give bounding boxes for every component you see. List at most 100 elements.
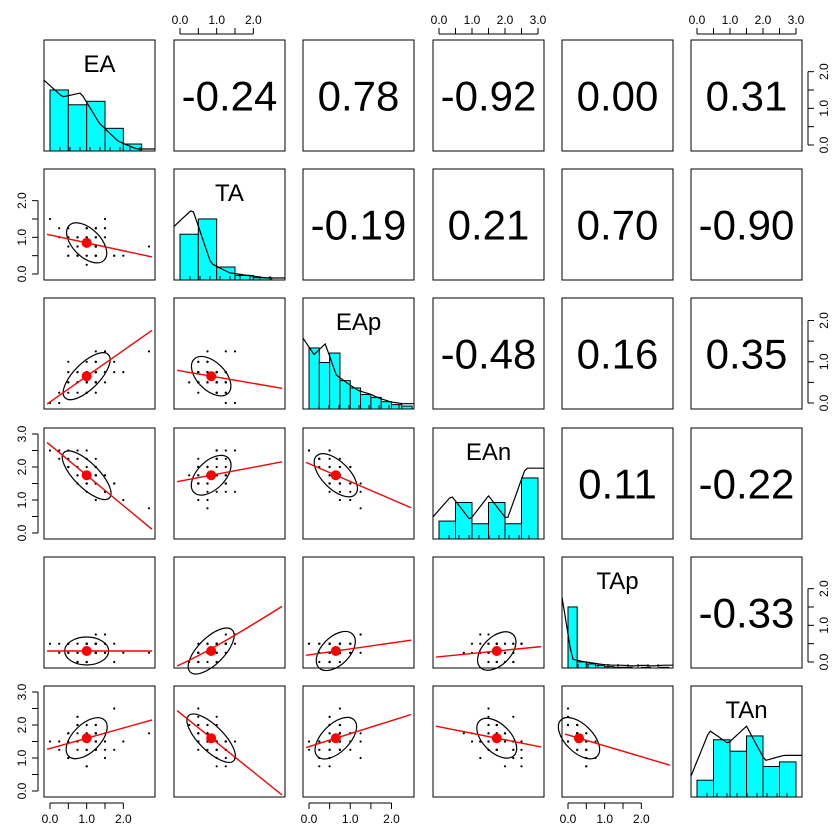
- histogram-bar: [197, 218, 218, 281]
- scatter-point: [103, 381, 107, 384]
- scatter-point: [318, 642, 321, 645]
- scatter-point: [512, 756, 515, 760]
- correlation-ellipse: [187, 627, 235, 675]
- histogram-bar: [370, 396, 382, 410]
- tick-label: 2.0: [115, 812, 132, 826]
- scatter-point: [94, 651, 97, 654]
- histogram-bar: [455, 502, 473, 540]
- scatter-point: [85, 765, 88, 768]
- variable-label-EA: EA: [83, 51, 115, 78]
- scatter-point: [307, 642, 311, 645]
- tick-label: 1.0: [596, 812, 613, 826]
- scatter-point: [215, 449, 218, 452]
- variable-label-EAn: EAn: [466, 439, 511, 466]
- scatter-point: [58, 740, 61, 743]
- scatter-point: [338, 490, 341, 493]
- histogram-bar: [595, 664, 606, 669]
- panel-frame: [690, 168, 803, 281]
- scatter-point: [359, 651, 362, 654]
- scatter-point: [318, 765, 321, 768]
- histogram-bar: [779, 761, 797, 798]
- scatter-point: [487, 633, 490, 636]
- scatter-point: [76, 660, 79, 664]
- scatter-point: [359, 732, 362, 735]
- scatter-point: [224, 765, 227, 768]
- histogram-bar: [696, 779, 714, 798]
- scatter-point: [359, 740, 362, 743]
- variable-label-TA: TA: [215, 180, 244, 207]
- histogram-bar: [762, 765, 780, 798]
- scatter-point: [349, 465, 352, 469]
- mean-point: [81, 371, 92, 382]
- scatter-point: [338, 748, 341, 751]
- scatter-point: [224, 391, 227, 394]
- scatter-point: [94, 457, 97, 460]
- scatter-point: [349, 498, 352, 502]
- scatter-point: [206, 482, 209, 485]
- loess-fit-line: [176, 369, 283, 389]
- histogram-bar: [86, 100, 106, 152]
- scatter-point: [58, 457, 61, 460]
- scatter-point: [94, 740, 97, 743]
- scatter-point: [94, 474, 97, 477]
- panel-frame: [173, 39, 286, 152]
- scatter-point: [566, 707, 570, 710]
- histogram-bar: [104, 127, 124, 152]
- tick-label: 3.0: [530, 13, 547, 27]
- variable-label-TAp: TAp: [596, 568, 638, 595]
- panel-frame: [173, 556, 286, 669]
- loess-fit-line: [564, 733, 671, 766]
- histogram-bar: [339, 380, 351, 410]
- tick-label: 2.0: [817, 312, 831, 329]
- scatter-point: [495, 748, 498, 751]
- loess-fit-line: [46, 233, 153, 258]
- scatter-point: [206, 748, 209, 751]
- scatter-point: [94, 371, 97, 374]
- scatter-point: [76, 371, 79, 374]
- scatter-point: [359, 490, 362, 493]
- scatter-point: [349, 642, 352, 645]
- loess-fit-line: [176, 709, 283, 796]
- loess-fit-line: [46, 329, 153, 405]
- scatter-point: [520, 748, 523, 751]
- scatter-point: [58, 651, 61, 654]
- correlation-value-EAp-EAn: -0.48: [441, 331, 537, 378]
- mean-point: [206, 733, 217, 744]
- scatter-point: [103, 217, 107, 221]
- scatter-point: [487, 740, 490, 743]
- scatter-point: [503, 642, 507, 645]
- panel-frame: [302, 427, 415, 540]
- tick-label: 1.0: [817, 353, 831, 370]
- scatter-point: [113, 660, 116, 664]
- correlation-ellipse: [315, 630, 356, 672]
- correlation-value-EAn-TAn: -0.22: [699, 461, 795, 508]
- variable-label-EAp: EAp: [336, 309, 381, 336]
- tick-label: 1.0: [817, 617, 831, 634]
- scatter-point: [224, 401, 227, 405]
- scatter-point: [206, 660, 209, 664]
- scatter-point: [206, 381, 209, 384]
- mean-point: [81, 237, 92, 248]
- scatter-point: [233, 350, 237, 353]
- scatter-point: [197, 651, 200, 654]
- tick-label: 1.0: [464, 13, 481, 27]
- scatter-point: [76, 723, 79, 727]
- scatter-point: [359, 633, 362, 636]
- scatter-point: [215, 651, 218, 654]
- scatter-point: [206, 465, 209, 469]
- scatter-point: [215, 715, 218, 718]
- scatter-point: [76, 245, 79, 248]
- scatter-point: [495, 723, 498, 727]
- scatter-point: [224, 482, 227, 485]
- scatter-point: [103, 756, 107, 760]
- scatter-point: [67, 245, 70, 248]
- scatter-point: [215, 381, 218, 384]
- scatter-point: [103, 236, 107, 239]
- scatter-point: [58, 227, 61, 230]
- scatter-point: [503, 765, 507, 768]
- tick-label: 2.0: [383, 812, 400, 826]
- panel-frame: [690, 556, 803, 669]
- scatter-point: [520, 765, 523, 768]
- scatter-point: [462, 732, 465, 735]
- correlation-ellipse: [190, 454, 232, 496]
